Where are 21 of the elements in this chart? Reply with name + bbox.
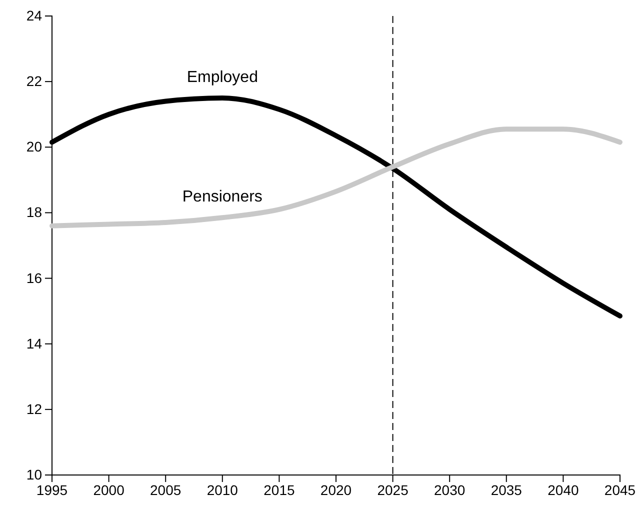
x-tick-label: 1995 [36,482,68,498]
y-tick-label: 16 [26,270,42,286]
series-label: Employed [186,68,258,86]
y-tick-label: 22 [26,73,42,90]
x-tick-label: 2045 [604,482,636,498]
series-label: Pensioners [182,188,262,206]
y-tick-label: 20 [26,138,42,155]
x-tick-label: 2015 [264,482,295,498]
y-tick-label: 18 [26,204,42,220]
x-tick-label: 2025 [377,482,409,498]
x-tick-label: 2010 [206,482,238,498]
x-tick-label: 2000 [93,482,125,498]
y-tick-label: 10 [26,466,42,482]
x-tick-label: 2035 [490,482,522,498]
y-tick-label: 12 [26,400,42,417]
x-tick-label: 2020 [320,482,352,498]
x-tick-label: 2005 [150,482,182,498]
x-tick-label: 2040 [548,482,579,498]
x-tick-label: 2030 [434,482,466,498]
y-tick-label: 14 [26,335,42,352]
y-tick-label: 24 [26,7,42,24]
